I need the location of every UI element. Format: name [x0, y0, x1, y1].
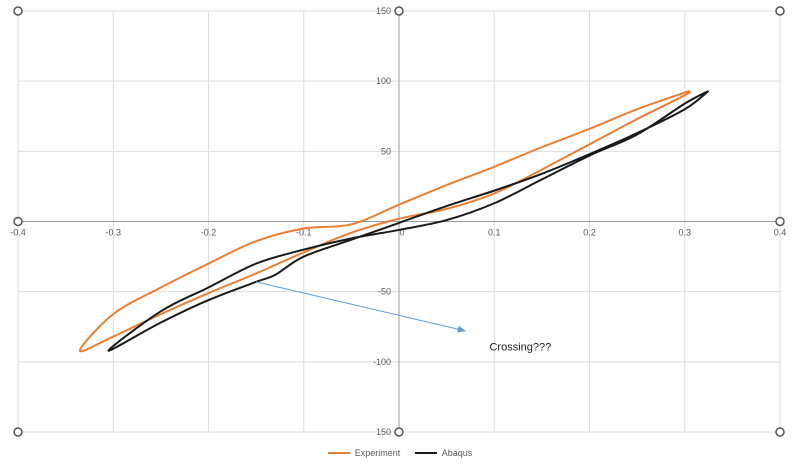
x-tick-label: 0.4	[774, 228, 787, 238]
x-tick-label: 0.1	[488, 228, 501, 238]
arrow-line	[256, 281, 466, 332]
legend-label-abaqus: Abaqus	[441, 448, 473, 458]
resize-handle[interactable]	[394, 6, 404, 16]
annotations: Crossing???	[256, 281, 551, 354]
x-tick-label: 0.2	[583, 228, 596, 238]
axes	[18, 11, 780, 432]
selection-handles[interactable]	[13, 6, 785, 437]
x-tick-label: -0.4	[10, 228, 26, 238]
resize-handle[interactable]	[775, 216, 785, 227]
series-line-abaqus	[107, 90, 710, 352]
resize-handle[interactable]	[775, 6, 785, 16]
legend-swatch-experiment	[327, 452, 350, 454]
x-tick-label: 0	[399, 228, 404, 238]
legend: Experiment Abaqus	[0, 446, 800, 458]
resize-handle[interactable]	[13, 216, 23, 227]
tick-labels: -0.4 -0.3 -0.2 -0.1 0 0.1 0.2 0.3 0.4 150 100 50 -50…	[10, 6, 786, 437]
legend-swatch-abaqus	[414, 452, 437, 454]
legend-item-experiment: Experiment	[327, 448, 401, 458]
y-tick-label: 150	[376, 427, 391, 437]
resize-handle[interactable]	[13, 427, 23, 437]
y-tick-label: 100	[376, 76, 391, 86]
y-tick-label: -50	[378, 287, 391, 297]
series-lines	[78, 90, 710, 353]
y-tick-label: 50	[381, 146, 391, 156]
y-tick-label: -100	[373, 357, 391, 367]
x-tick-label: -0.1	[296, 228, 312, 238]
legend-label-experiment: Experiment	[354, 448, 401, 458]
x-tick-label: 0.3	[678, 228, 691, 238]
resize-handle[interactable]	[775, 427, 785, 437]
x-tick-label: -0.2	[201, 228, 217, 238]
resize-handle[interactable]	[394, 427, 404, 437]
x-tick-label: -0.3	[105, 228, 121, 238]
annotation-text: Crossing???	[489, 342, 551, 354]
y-tick-label: 150	[376, 6, 391, 16]
legend-item-abaqus: Abaqus	[414, 448, 473, 458]
arrow-head	[457, 325, 466, 333]
resize-handle[interactable]	[13, 6, 23, 16]
